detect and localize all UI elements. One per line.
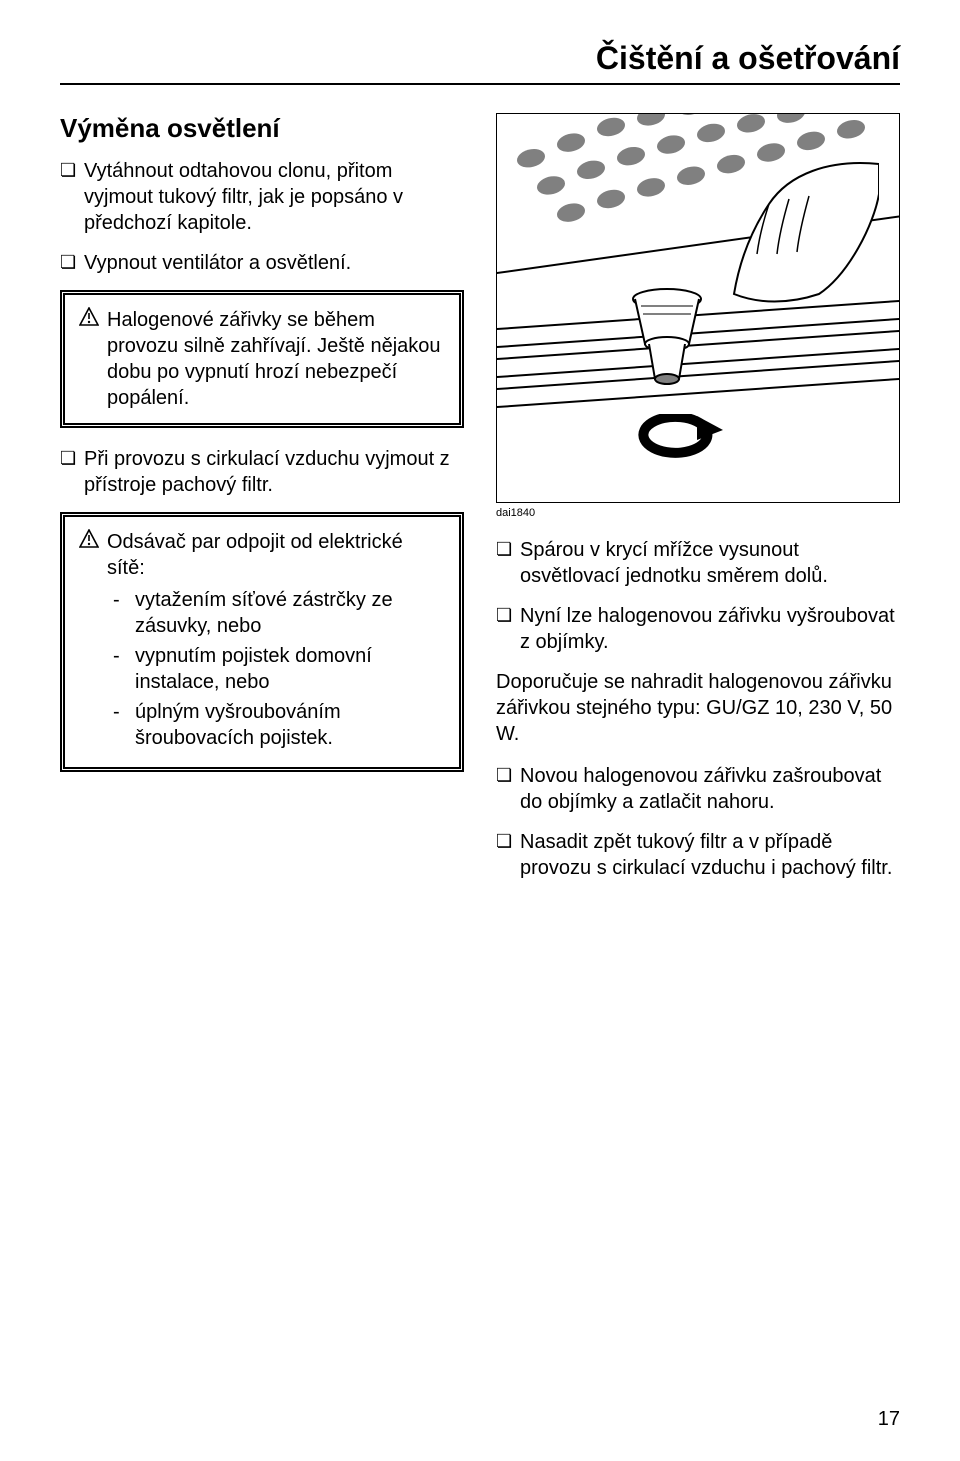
illustration-dot: [517, 147, 545, 169]
list-item: vytažením síťové zástrčky ze zásuvky, ne…: [107, 587, 445, 639]
illustration-dot: [597, 116, 625, 138]
warning-text: Odsávač par odpojit od elektrické sítě: …: [107, 529, 445, 755]
bullet-text: Spárou v krycí mřížce vysunout osvětlova…: [520, 537, 900, 589]
bullet-text: Novou halogenovou zářivku zašroubovat do…: [520, 763, 900, 815]
bullet-square-icon: ❏: [60, 250, 84, 275]
bullet-square-icon: ❏: [60, 446, 84, 471]
list-item: úplným vyšroubováním šroubovacích pojist…: [107, 699, 445, 751]
bullet-text: Vypnout ventilátor a osvětlení.: [84, 250, 464, 276]
warning-box: Halogenové zářivky se během provozu siln…: [60, 290, 464, 428]
content-columns: Výměna osvětlení ❏ Vytáhnout odtahovou c…: [60, 113, 900, 895]
warning-list: vytažením síťové zástrčky ze zásuvky, ne…: [107, 587, 445, 751]
section-heading: Výměna osvětlení: [60, 113, 464, 144]
illustration-dot: [677, 113, 705, 117]
warning-text: Halogenové zářivky se během provozu siln…: [107, 307, 445, 411]
page-number: 17: [878, 1408, 900, 1431]
illustration-dot: [557, 132, 585, 154]
right-column: dai1840 ❏ Spárou v krycí mřížce vysunout…: [496, 113, 900, 895]
warning-triangle-icon: [79, 529, 99, 556]
illustration-dot: [637, 113, 665, 127]
warning-intro: Odsávač par odpojit od elektrické sítě:: [107, 531, 403, 579]
illustration-dot: [737, 113, 765, 134]
bullet-item: ❏ Při provozu s cirkulací vzduchu vyjmou…: [60, 446, 464, 498]
illustration-dot: [817, 113, 845, 115]
bullet-item: ❏ Novou halogenovou zářivku zašroubovat …: [496, 763, 900, 815]
page-title: Čištění a ošetřování: [596, 40, 900, 76]
bullet-text: Při provozu s cirkulací vzduchu vyjmout …: [84, 446, 464, 498]
warning-content: Odsávač par odpojit od elektrické sítě: …: [79, 529, 445, 755]
illustration: [496, 113, 900, 503]
illustration-dot: [697, 122, 725, 144]
illustration-hand: [679, 154, 879, 334]
illustration-dot: [797, 130, 825, 152]
bullet-item: ❏ Nasadit zpět tukový filtr a v případě …: [496, 829, 900, 881]
bullet-item: ❏ Vytáhnout odtahovou clonu, přitom vyjm…: [60, 158, 464, 236]
illustration-dot: [777, 113, 805, 125]
list-item: vypnutím pojistek domovní instalace, neb…: [107, 643, 445, 695]
bullet-text: Nasadit zpět tukový filtr a v případě pr…: [520, 829, 900, 881]
illustration-dot: [577, 159, 605, 181]
page: Čištění a ošetřování Výměna osvětlení ❏ …: [0, 0, 960, 1461]
bullet-square-icon: ❏: [496, 537, 520, 562]
bullet-item: ❏ Vypnout ventilátor a osvětlení.: [60, 250, 464, 276]
bullet-square-icon: ❏: [60, 158, 84, 183]
illustration-dot: [637, 176, 665, 198]
warning-triangle-icon: [79, 307, 99, 334]
bullet-square-icon: ❏: [496, 829, 520, 854]
rotation-arrow-icon: [637, 414, 727, 474]
bullet-item: ❏ Nyní lze halogenovou zářivku vyšroubov…: [496, 603, 900, 655]
warning-content: Halogenové zářivky se během provozu siln…: [79, 307, 445, 411]
figure-caption: dai1840: [496, 507, 900, 519]
warning-box: Odsávač par odpojit od elektrické sítě: …: [60, 512, 464, 772]
bullet-text: Nyní lze halogenovou zářivku vyšroubovat…: [520, 603, 900, 655]
illustration-dot: [657, 134, 685, 156]
left-column: Výměna osvětlení ❏ Vytáhnout odtahovou c…: [60, 113, 464, 895]
illustration-dot: [837, 118, 865, 140]
page-header: Čištění a ošetřování: [60, 40, 900, 85]
bullet-square-icon: ❏: [496, 603, 520, 628]
bullet-text: Vytáhnout odtahovou clonu, přitom vyjmou…: [84, 158, 464, 236]
illustration-dot: [617, 145, 645, 167]
illustration-dot: [597, 188, 625, 210]
paragraph: Doporučuje se nahradit halogenovou zářiv…: [496, 669, 900, 747]
bullet-square-icon: ❏: [496, 763, 520, 788]
bullet-item: ❏ Spárou v krycí mřížce vysunout osvětlo…: [496, 537, 900, 589]
illustration-bulb: [627, 284, 707, 404]
illustration-dot: [537, 174, 565, 196]
illustration-dot: [557, 202, 585, 224]
